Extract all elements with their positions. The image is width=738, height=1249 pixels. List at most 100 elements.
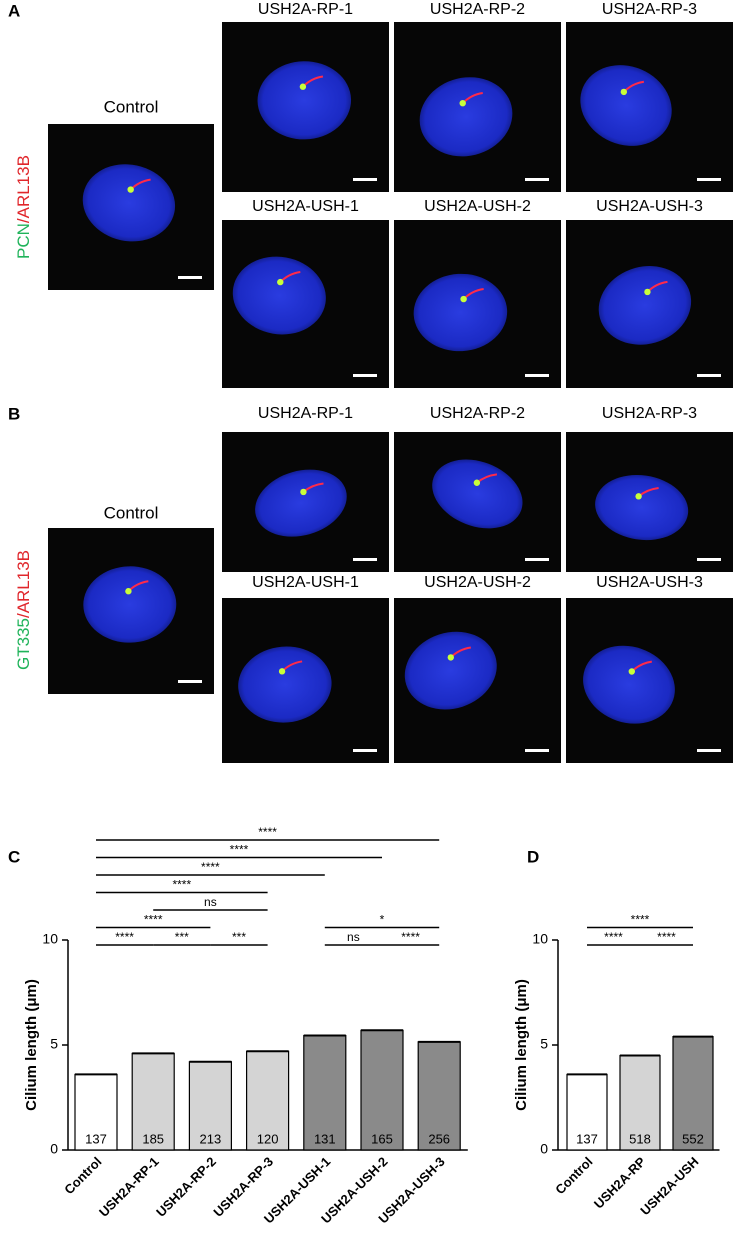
y-axis-title: Cilium length (μm) <box>23 979 40 1111</box>
scale-bar <box>525 749 549 752</box>
panel-label: B <box>8 404 20 423</box>
significance-label: **** <box>201 860 220 874</box>
scale-bar <box>525 374 549 377</box>
basal-body <box>125 588 132 595</box>
channel-label: GT335/ARL13B <box>14 550 33 670</box>
basal-body <box>635 493 642 500</box>
scale-bar <box>697 178 721 181</box>
y-tick-label: 5 <box>540 1036 548 1052</box>
micrograph <box>222 220 389 388</box>
basal-body <box>447 654 454 661</box>
micrograph <box>222 22 389 192</box>
micrograph <box>222 598 389 763</box>
micrograph <box>222 432 389 572</box>
bar <box>672 1035 714 1151</box>
nucleus <box>404 631 497 710</box>
y-tick-label: 0 <box>540 1141 548 1157</box>
x-tick-label: USH2A-RP-1 <box>96 1154 162 1220</box>
basal-body <box>644 288 651 296</box>
channel-red: /ARL13B <box>14 155 33 223</box>
n-label: 165 <box>371 1131 393 1146</box>
nucleus <box>82 164 176 242</box>
panel-label: C <box>8 847 20 866</box>
y-tick-label: 10 <box>532 931 548 947</box>
image-title: USH2A-RP-1 <box>258 1 353 18</box>
panel-label: D <box>527 847 539 866</box>
significance-label: **** <box>657 930 676 944</box>
image-title: USH2A-RP-3 <box>602 405 697 422</box>
basal-body <box>127 186 134 193</box>
scale-bar <box>697 374 721 377</box>
significance-label: * <box>380 913 385 927</box>
x-tick-label: Control <box>61 1154 104 1197</box>
n-label: 518 <box>629 1131 651 1146</box>
micrograph <box>394 22 561 192</box>
panel-label: A <box>8 1 20 20</box>
scale-bar <box>525 558 549 561</box>
nucleus <box>583 645 675 724</box>
nucleus <box>238 646 332 723</box>
image-title: USH2A-USH-2 <box>424 574 531 591</box>
nucleus <box>419 77 513 157</box>
significance-label: **** <box>604 930 623 944</box>
micrograph <box>48 124 214 290</box>
significance-label: **** <box>230 843 249 857</box>
scale-bar <box>697 558 721 561</box>
scale-bar <box>178 276 202 279</box>
significance-label: *** <box>232 930 246 944</box>
micrograph <box>566 220 733 388</box>
image-title: USH2A-USH-1 <box>252 574 359 591</box>
image-title: USH2A-RP-2 <box>430 1 525 18</box>
scale-bar <box>353 749 377 752</box>
significance-label: **** <box>401 930 420 944</box>
n-label: 120 <box>257 1131 279 1146</box>
n-label: 256 <box>428 1131 450 1146</box>
scale-bar <box>353 558 377 561</box>
n-label: 137 <box>85 1131 107 1146</box>
basal-body <box>460 295 467 303</box>
x-tick-label: USH2A-RP <box>591 1154 649 1212</box>
channel-green: GT335 <box>14 618 33 670</box>
image-title: USH2A-RP-1 <box>258 405 353 422</box>
x-tick-label: USH2A-RP-2 <box>153 1154 219 1220</box>
significance-label: *** <box>175 930 189 944</box>
scale-bar <box>353 374 377 377</box>
y-tick-label: 5 <box>50 1036 58 1052</box>
bar <box>303 1034 347 1151</box>
basal-body <box>277 278 284 286</box>
micrograph <box>394 432 561 572</box>
micrograph <box>394 220 561 388</box>
channel-green: PCN <box>14 223 33 259</box>
bar <box>246 1050 290 1151</box>
basal-body <box>473 479 481 486</box>
y-axis-title: Cilium length (μm) <box>513 979 530 1111</box>
basal-body <box>278 668 286 675</box>
significance-label: ns <box>347 930 360 944</box>
nucleus <box>598 266 692 345</box>
micrograph <box>566 598 733 763</box>
x-tick-label: Control <box>552 1154 595 1197</box>
nucleus <box>413 273 508 352</box>
micrograph <box>48 528 214 694</box>
nucleus <box>432 459 523 529</box>
image-title: Control <box>104 97 159 116</box>
y-tick-label: 0 <box>50 1141 58 1157</box>
significance-label: ns <box>204 895 217 909</box>
significance-label: **** <box>631 913 650 927</box>
n-label: 131 <box>314 1131 336 1146</box>
channel-red: /ARL13B <box>14 550 33 618</box>
nucleus <box>232 256 326 335</box>
image-title: USH2A-RP-3 <box>602 1 697 18</box>
significance-label: **** <box>144 913 163 927</box>
nucleus <box>255 469 347 537</box>
significance-label: **** <box>258 825 277 839</box>
n-label: 137 <box>576 1131 598 1146</box>
bar <box>74 1073 118 1151</box>
nucleus <box>580 65 672 146</box>
scale-bar <box>697 749 721 752</box>
significance-label: **** <box>172 878 191 892</box>
image-title: USH2A-USH-1 <box>252 198 359 215</box>
micrograph <box>566 22 733 192</box>
micrograph <box>394 598 561 763</box>
